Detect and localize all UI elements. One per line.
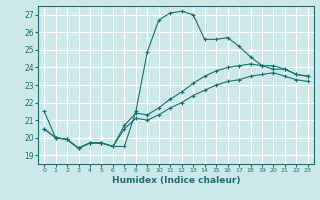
X-axis label: Humidex (Indice chaleur): Humidex (Indice chaleur) xyxy=(112,176,240,185)
